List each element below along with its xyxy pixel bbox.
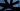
Text: $R\ \mathrm{d}\theta$: $R\ \mathrm{d}\theta$ xyxy=(13,0,20,11)
Text: $\mathrm{d}\theta$: $\mathrm{d}\theta$ xyxy=(11,0,20,11)
Text: $y$: $y$ xyxy=(10,0,20,1)
Text: $R$: $R$ xyxy=(13,0,20,6)
Text: $x$: $x$ xyxy=(19,0,20,8)
